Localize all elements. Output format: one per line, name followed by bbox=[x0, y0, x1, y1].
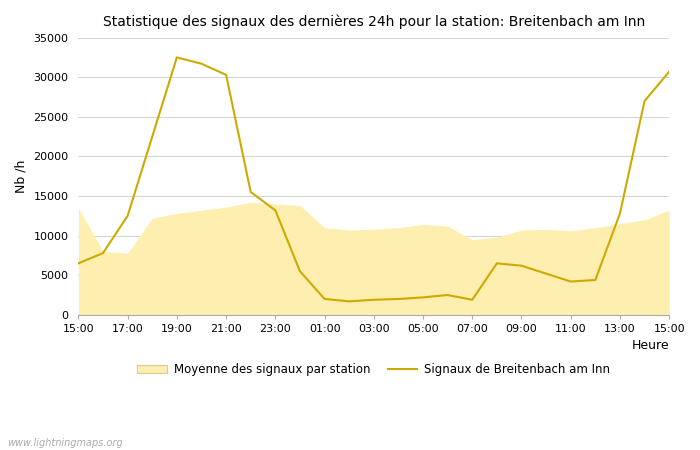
X-axis label: Heure: Heure bbox=[631, 339, 669, 352]
Text: www.lightningmaps.org: www.lightningmaps.org bbox=[7, 438, 122, 448]
Title: Statistique des signaux des dernières 24h pour la station: Breitenbach am Inn: Statistique des signaux des dernières 24… bbox=[103, 15, 645, 30]
Legend: Moyenne des signaux par station, Signaux de Breitenbach am Inn: Moyenne des signaux par station, Signaux… bbox=[132, 359, 615, 381]
Y-axis label: Nb /h: Nb /h bbox=[15, 159, 28, 193]
